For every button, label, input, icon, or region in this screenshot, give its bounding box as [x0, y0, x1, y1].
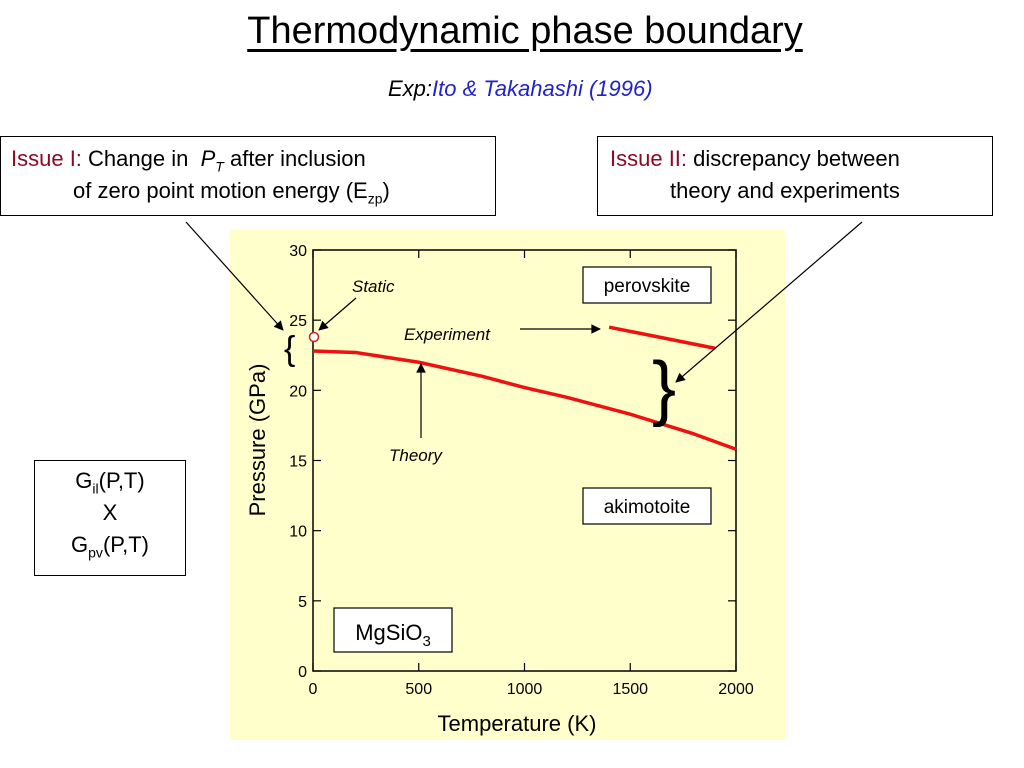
issue-1-text-b: after inclusion [229, 146, 366, 171]
x-tick-label: 2000 [718, 681, 754, 698]
issue-2-arrow [675, 221, 863, 383]
x-tick-label: 500 [405, 681, 432, 698]
series-line-theory [312, 349, 737, 451]
subtitle-reference: Ito & Takahashi (1996) [432, 76, 653, 101]
gibbs-pv-args: (P,T) [102, 532, 149, 557]
right-brace: { [652, 348, 676, 428]
issue-1-text-a: Change in [88, 146, 189, 171]
x-tick-label: 1000 [507, 681, 543, 698]
y-tick-label: 5 [298, 594, 307, 611]
gibbs-cross: X [102, 500, 118, 525]
x-tick-label: 0 [309, 681, 318, 698]
issue-1-box: Issue I: Change in PT after inclusion of… [0, 136, 496, 216]
issue-2-head: Issue II: [610, 146, 688, 171]
perovskite-label: perovskite [604, 276, 691, 297]
akimotoite-box [582, 487, 712, 525]
issue-1-symbol: P [200, 146, 216, 171]
theory-label: Theory [389, 446, 443, 465]
issue-1-head: Issue I: [11, 146, 82, 171]
issue-1-zp-sub: zp [367, 190, 383, 207]
gibbs-il-sub: il [92, 480, 99, 497]
akimotoite-label: akimotoite [604, 497, 691, 518]
static-arrow [318, 297, 357, 331]
y-axis-label: Pressure (GPa) [245, 364, 270, 517]
issue-2-text-a: discrepancy between [693, 146, 900, 171]
y-tick-label: 20 [289, 383, 307, 400]
y-tick-label: 15 [289, 454, 307, 471]
gibbs-pv-sub: pv [88, 544, 103, 561]
compound-label: MgSiO3 [355, 620, 431, 650]
issue-2-box: Issue II: discrepancy between theory and… [597, 136, 993, 216]
gibbs-box: Gil(P,T) X Gpv(P,T) [34, 460, 186, 576]
left-brace: { [284, 330, 295, 368]
plot-background [230, 230, 785, 740]
subtitle: Exp:Ito & Takahashi (1996) [388, 76, 653, 102]
y-tick-label: 10 [289, 524, 307, 541]
x-tick-label: 1500 [612, 681, 648, 698]
perovskite-box [582, 266, 712, 304]
page-title: Thermodynamic phase boundary [247, 10, 803, 52]
experiment-label: Experiment [404, 325, 491, 344]
gibbs-il-args: (P,T) [98, 468, 145, 493]
y-tick-label: 25 [289, 313, 307, 330]
subtitle-prefix: Exp: [388, 76, 433, 101]
compound-sub: 3 [422, 633, 430, 650]
static-point [308, 331, 320, 343]
issue-1-text-c: of zero point motion energy (E [73, 178, 368, 203]
issue-1-text-d: ) [382, 178, 390, 203]
compound-base: MgSiO [355, 620, 422, 645]
issue-1-arrow [185, 221, 284, 331]
gibbs-il-g: G [75, 468, 93, 493]
static-label: Static [352, 277, 395, 296]
gibbs-pv-g: G [71, 532, 89, 557]
x-axis-label: Temperature (K) [438, 711, 597, 736]
series-line-experiment [608, 325, 716, 350]
y-tick-label: 30 [289, 243, 307, 260]
y-tick-label: 0 [298, 664, 307, 681]
issue-1-symbol-sub: T [215, 158, 224, 175]
compound-box [333, 607, 453, 653]
issue-2-text-b: theory and experiments [670, 178, 900, 203]
